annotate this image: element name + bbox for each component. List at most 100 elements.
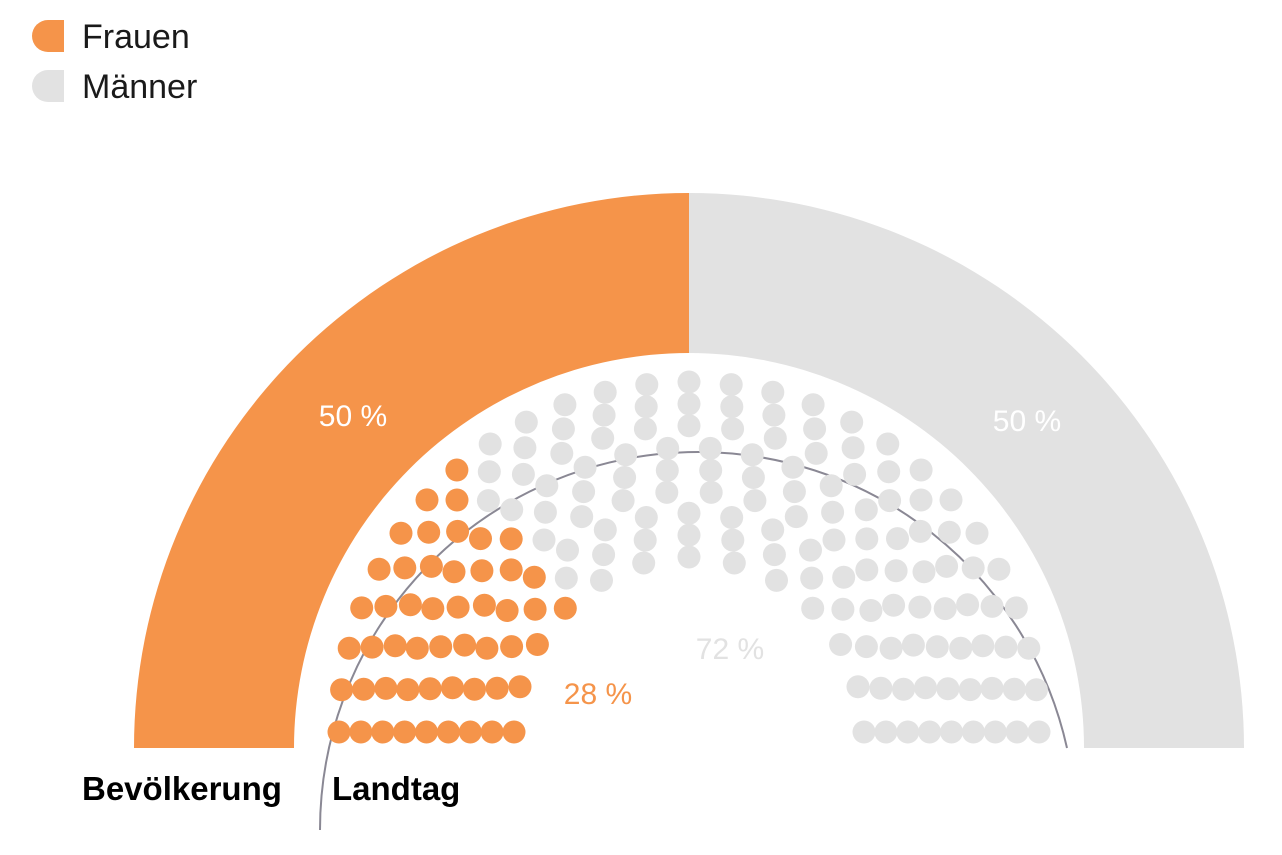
seat-dot-maenner (829, 633, 853, 656)
seat-dot-maenner (593, 518, 617, 542)
seat-dot-frauen (499, 527, 523, 551)
seat-dot-maenner (1027, 720, 1051, 744)
seat-dot-maenner (855, 527, 879, 551)
seat-dot-maenner (937, 520, 961, 544)
seat-dot-maenner (961, 720, 985, 744)
seat-dot-maenner (698, 436, 722, 460)
legend-swatch-frauen (32, 20, 64, 52)
seat-dot-maenner (699, 458, 723, 482)
seat-dot-frauen (480, 720, 504, 744)
seat-dot-maenner (877, 460, 901, 484)
seat-dot-maenner (1002, 677, 1026, 701)
seat-dot-maenner (761, 518, 785, 542)
seat-dot-maenner (554, 566, 578, 590)
seat-dot-maenner (572, 480, 596, 504)
seat-dot-maenner (980, 594, 1004, 618)
seat-dot-frauen (417, 520, 441, 544)
seat-dot-maenner (971, 634, 995, 658)
seat-dot-maenner (550, 441, 574, 465)
seat-dot-frauen (485, 676, 509, 700)
seat-dot-maenner (821, 500, 845, 524)
seat-dot-frauen (500, 635, 524, 659)
seat-dot-maenner (852, 720, 876, 744)
seat-dot-maenner (740, 443, 764, 467)
seat-dot-maenner (896, 720, 920, 744)
outer-arc-maenner (689, 193, 1244, 748)
seat-dot-frauen (502, 720, 526, 744)
seat-dot-maenner (781, 455, 805, 479)
seat-dot-frauen (350, 596, 374, 620)
seat-dot-maenner (592, 543, 616, 567)
seat-dot-maenner (912, 560, 936, 584)
seat-dot-frauen (349, 720, 373, 744)
legend-item-maenner: Männer (32, 68, 197, 106)
inner-percent-maenner: 72 % (696, 633, 764, 666)
inner-percent-frauen: 28 % (564, 678, 632, 711)
seat-dot-maenner (822, 528, 846, 552)
seat-dot-maenner (925, 635, 949, 659)
seat-dot-maenner (632, 551, 656, 575)
seat-dot-maenner (765, 568, 788, 592)
seat-dot-maenner (477, 460, 501, 484)
seat-dot-frauen (352, 677, 376, 701)
seat-dot-maenner (761, 380, 785, 404)
seat-dot-maenner (909, 458, 933, 482)
seat-dot-frauen (327, 720, 351, 744)
seat-dot-maenner (592, 403, 616, 427)
seat-dot-frauen (389, 521, 413, 545)
legend-label-maenner: Männer (82, 68, 197, 106)
divider-line (319, 451, 1068, 831)
seat-dot-maenner (633, 528, 657, 552)
seat-dot-maenner (908, 519, 932, 543)
seat-dot-frauen (525, 633, 549, 656)
seat-dot-frauen (442, 560, 466, 584)
seat-dot-maenner (879, 636, 903, 660)
seat-dot-frauen (470, 559, 494, 583)
seat-dot-maenner (699, 480, 723, 504)
legend-swatch-maenner (32, 70, 64, 102)
seat-dot-frauen (436, 720, 460, 744)
seat-dot-maenner (859, 599, 883, 622)
seat-dot-frauen (418, 677, 442, 701)
seat-dot-frauen (445, 488, 469, 512)
seat-dot-maenner (535, 474, 559, 498)
seat-dot-maenner (914, 676, 937, 700)
seat-dot-maenner (961, 556, 985, 580)
seat-dot-maenner (936, 677, 960, 701)
seat-dot-frauen (475, 636, 499, 660)
seat-dot-maenner (511, 462, 535, 486)
seat-dot-maenner (677, 392, 701, 416)
seat-dot-maenner (784, 505, 808, 529)
seat-dot-maenner (762, 403, 786, 427)
seat-dot-frauen (469, 527, 492, 551)
caption-bevoelkerung: Bevölkerung (82, 770, 282, 807)
seat-dot-frauen (429, 635, 453, 659)
seat-dot-maenner (987, 557, 1011, 581)
seat-dot-maenner (935, 554, 959, 578)
seat-dot-maenner (901, 633, 925, 657)
seat-dot-frauen (522, 565, 546, 589)
legend: Frauen Männer (32, 18, 197, 106)
seat-dots (327, 370, 1051, 744)
seat-dot-frauen (495, 599, 519, 622)
caption-landtag: Landtag (332, 770, 460, 807)
seat-dot-maenner (819, 474, 843, 498)
seat-dot-maenner (591, 426, 615, 450)
seat-dot-maenner (884, 559, 908, 583)
seat-dot-maenner (656, 436, 680, 460)
seat-dot-frauen (441, 676, 464, 700)
seat-dot-maenner (843, 462, 867, 486)
seat-dot-maenner (655, 458, 679, 482)
seat-dot-frauen (463, 677, 486, 701)
seat-dot-maenner (655, 480, 679, 504)
outer-percent-frauen: 50 % (319, 400, 387, 433)
seat-dot-frauen (553, 596, 577, 620)
seat-dot-frauen (445, 458, 469, 482)
seat-dot-maenner (762, 543, 786, 567)
seat-dot-maenner (743, 489, 767, 513)
seat-dot-maenner (573, 455, 597, 479)
seat-dot-frauen (360, 635, 384, 659)
seat-dot-maenner (939, 488, 963, 512)
seat-dot-maenner (801, 393, 825, 417)
